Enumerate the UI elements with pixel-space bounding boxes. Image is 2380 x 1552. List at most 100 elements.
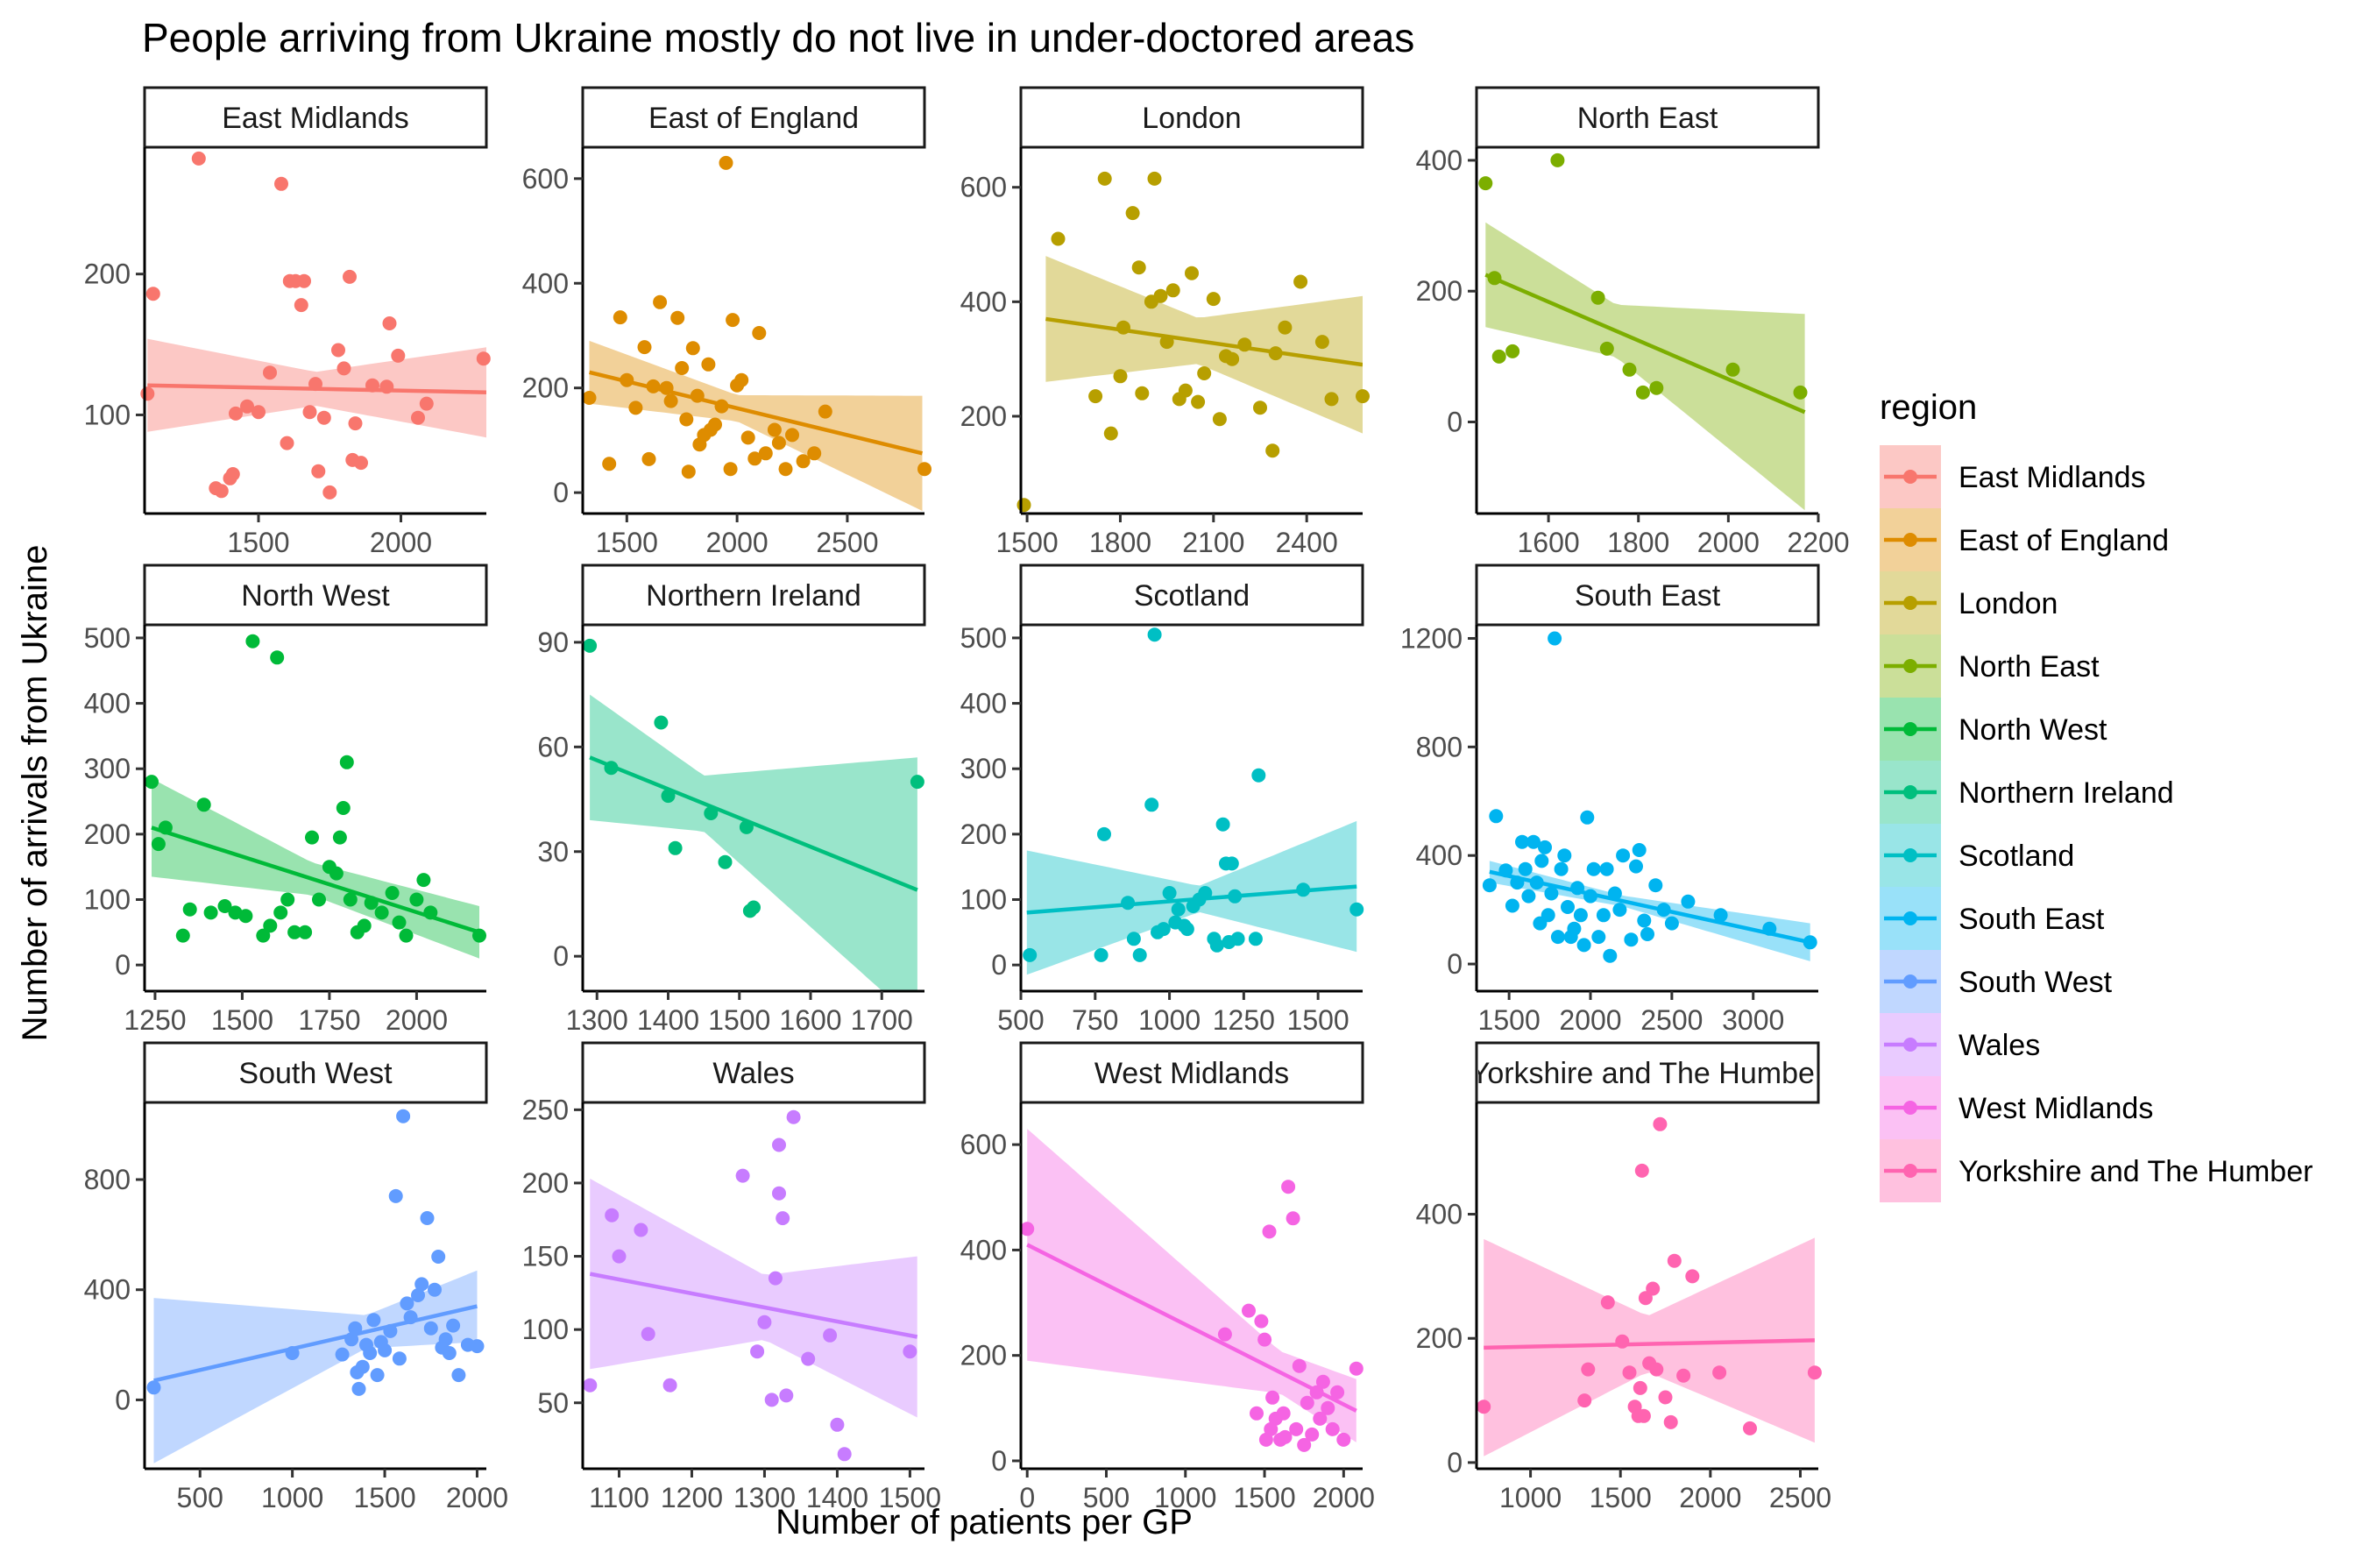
x-tick-label: 2500 [1640, 1004, 1703, 1036]
legend-item-east-midlands: East Midlands [1880, 445, 2146, 508]
data-point [1505, 898, 1519, 913]
confidence-band [1027, 1129, 1356, 1442]
confidence-band [1484, 1237, 1815, 1456]
data-point [1051, 231, 1066, 246]
facet-scotland: Scotland 500 750 1000 1250 1500 0 100 200 300 400 5… [960, 563, 1364, 1036]
data-point [1198, 886, 1213, 900]
data-point [1286, 1211, 1300, 1226]
data-point [1325, 1421, 1340, 1436]
x-tick-label: 500 [997, 1004, 1044, 1036]
data-point [364, 896, 379, 911]
x-tick-label: 1800 [1607, 527, 1669, 558]
data-point [348, 1321, 363, 1336]
data-point [217, 899, 232, 913]
data-point [837, 1447, 852, 1462]
facet-east-midlands: East Midlands 1500 2000 100 200 [84, 86, 491, 558]
data-point [392, 915, 407, 930]
x-tick-label: 1000 [261, 1482, 323, 1513]
data-point [391, 348, 406, 363]
data-point [668, 840, 683, 855]
facet-strip-label: North East [1577, 102, 1718, 135]
data-point [659, 380, 674, 395]
facet-strip [1019, 86, 1364, 149]
data-point [1165, 283, 1180, 298]
data-point [1793, 385, 1808, 400]
facet-strip [143, 86, 488, 149]
data-point [294, 298, 308, 313]
data-point [1590, 290, 1605, 305]
data-points [1477, 1116, 1822, 1435]
data-points [1023, 627, 1364, 962]
data-point [1248, 932, 1263, 946]
data-point [646, 379, 661, 393]
data-points [1020, 1180, 1364, 1452]
data-point [1293, 274, 1308, 289]
legend-label: North East [1959, 650, 2100, 684]
y-tick-label: 800 [84, 1164, 131, 1195]
data-point [612, 1249, 627, 1264]
data-point [382, 316, 397, 330]
confidence-band [590, 1178, 917, 1418]
x-tick-label: 2400 [1276, 527, 1338, 558]
data-point [263, 365, 277, 380]
y-tick-label: 50 [537, 1387, 569, 1419]
data-point [1570, 881, 1585, 896]
trend-line [589, 370, 924, 456]
x-tick-label: 1400 [806, 1482, 868, 1513]
x-tick-label: 1100 [589, 1482, 649, 1513]
x-tick-label: 2000 [370, 527, 432, 558]
data-point [1217, 1327, 1232, 1342]
x-tick-label: 1400 [637, 1004, 699, 1036]
legend-item-northern-ireland: Northern Ireland [1880, 761, 2174, 824]
data-point [1179, 922, 1194, 937]
x-tick-label: 2000 [1697, 527, 1760, 558]
data-point [332, 830, 347, 845]
data-point [322, 485, 337, 500]
y-tick-label: 400 [84, 688, 131, 719]
data-point [1561, 900, 1575, 914]
data-point [416, 873, 431, 888]
data-point [1646, 1281, 1661, 1296]
data-points [582, 155, 931, 479]
data-point [1629, 859, 1643, 874]
x-tick-label: 1500 [1287, 1004, 1349, 1036]
trend-line [1045, 316, 1363, 367]
y-tick-label: 0 [553, 477, 569, 508]
data-point [140, 386, 155, 401]
data-point [451, 1368, 466, 1383]
data-point [779, 1388, 794, 1403]
data-point [1281, 1180, 1296, 1194]
data-point [718, 854, 733, 869]
data-point [1550, 152, 1565, 167]
data-point [409, 892, 424, 907]
facet-wales: Wales 1100 1200 1300 1400 1500 50 100 150 200 250 [522, 1041, 941, 1513]
data-point [757, 1315, 772, 1329]
legend-key-point [1903, 722, 1917, 736]
data-point [1144, 797, 1159, 812]
data-point [145, 287, 160, 301]
facet-strip-label: South East [1575, 579, 1721, 613]
data-point [1807, 1365, 1822, 1380]
x-tick-label: 1500 [708, 1004, 770, 1036]
x-tick-label: 2000 [1679, 1482, 1741, 1513]
data-point [1637, 913, 1652, 928]
data-point [302, 405, 317, 420]
data-point [1262, 1224, 1277, 1239]
legend-item-wales: Wales [1880, 1013, 2040, 1076]
data-point [1633, 1380, 1647, 1395]
data-point [653, 294, 668, 309]
legend: region East Midlands East of England Londo… [1880, 388, 2313, 1202]
data-point [1224, 856, 1239, 871]
facet-strip [581, 563, 926, 627]
trend-line [589, 755, 918, 892]
x-tick-label: 750 [1072, 1004, 1118, 1036]
data-point [583, 1378, 598, 1393]
x-tick-label: 1000 [1138, 1004, 1201, 1036]
legend-key-point [1903, 1038, 1917, 1052]
data-point [1600, 1295, 1615, 1310]
confidence-band [152, 778, 479, 959]
data-point [1573, 908, 1588, 923]
data-point [701, 357, 716, 372]
legend-key-point [1903, 470, 1917, 484]
data-point [1147, 627, 1162, 642]
